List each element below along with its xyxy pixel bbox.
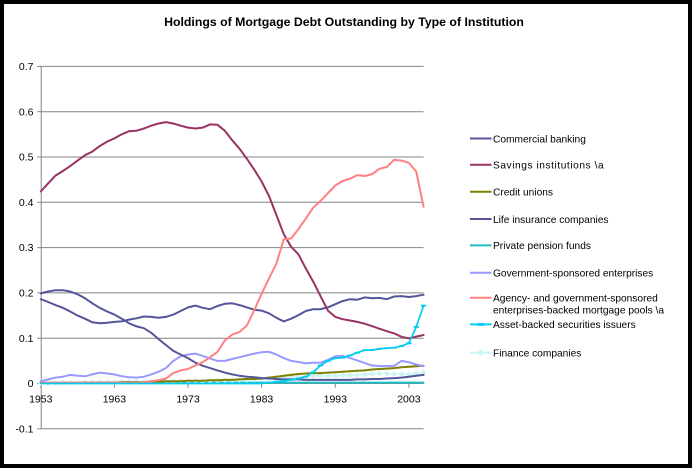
- svg-text:1973: 1973: [176, 394, 200, 406]
- svg-text:2003: 2003: [397, 394, 421, 406]
- svg-text:Commercial banking: Commercial banking: [493, 134, 586, 145]
- svg-text:Life insurance companies: Life insurance companies: [493, 215, 609, 226]
- svg-text:1953: 1953: [29, 394, 53, 406]
- svg-text:0.6: 0.6: [19, 106, 34, 118]
- svg-text:-0.1: -0.1: [15, 423, 33, 435]
- svg-text:0.5: 0.5: [19, 152, 34, 164]
- svg-text:0.7: 0.7: [19, 61, 34, 73]
- svg-text:Credit unions: Credit unions: [493, 188, 553, 199]
- svg-text:enterprises-backed mortgage po: enterprises-backed mortgage pools \a: [493, 306, 664, 317]
- svg-text:Government-sponsored enterpris: Government-sponsored enterprises: [493, 269, 653, 280]
- svg-text:Private pension funds: Private pension funds: [493, 241, 591, 252]
- svg-text:0: 0: [28, 378, 34, 390]
- svg-text:0.3: 0.3: [19, 242, 34, 254]
- svg-text:Agency- and government-sponsor: Agency- and government-sponsored: [493, 294, 658, 305]
- svg-text:1983: 1983: [250, 394, 274, 406]
- svg-text:Savings institutions \a: Savings institutions \a: [493, 161, 604, 172]
- svg-text:Holdings of Mortgage Debt Outs: Holdings of Mortgage Debt Outstanding by…: [164, 15, 524, 29]
- svg-text:0.4: 0.4: [19, 197, 34, 209]
- svg-text:0.1: 0.1: [19, 333, 34, 345]
- svg-text:0.2: 0.2: [19, 288, 34, 300]
- svg-text:1993: 1993: [324, 394, 348, 406]
- svg-text:1963: 1963: [103, 394, 127, 406]
- svg-text:Asset-backed securities issuer: Asset-backed securities issuers: [493, 320, 636, 331]
- svg-text:Finance companies: Finance companies: [493, 349, 581, 360]
